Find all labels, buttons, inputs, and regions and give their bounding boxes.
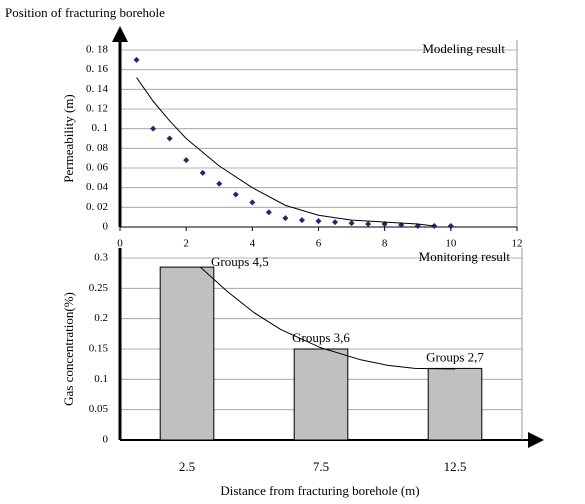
- x-tick-label: 7.5: [313, 459, 329, 474]
- y-tick-label: 0.2: [94, 312, 108, 324]
- point: [166, 135, 173, 142]
- trend-line: [136, 77, 435, 227]
- x-tick-label: 2: [183, 238, 189, 250]
- point: [199, 169, 206, 176]
- y-axis-label: Permeability (m): [61, 94, 76, 182]
- y-tick-label: 0. 18: [86, 44, 109, 56]
- y-axis-label: Gas concentration(%): [61, 292, 76, 406]
- y-tick-label: 0. 14: [86, 83, 109, 95]
- point: [265, 209, 272, 216]
- point: [183, 157, 190, 164]
- x-axis-label: Distance from fracturing borehole (m): [220, 483, 419, 498]
- x-tick-label: 10: [445, 238, 457, 250]
- point: [133, 56, 140, 63]
- point: [315, 218, 322, 225]
- point: [348, 220, 355, 227]
- point: [447, 223, 454, 230]
- y-tick-label: 0. 1: [92, 122, 109, 134]
- x-tick-label: 6: [316, 238, 322, 250]
- x-tick-label: 0: [117, 238, 123, 250]
- chart-title: Position of fracturing borehole: [5, 5, 165, 20]
- y-tick-label: 0. 08: [86, 142, 109, 154]
- x-tick-label: 8: [382, 238, 388, 250]
- y-tick-label: 0.25: [89, 282, 109, 294]
- x-tick-label: 12: [512, 238, 523, 250]
- x-tick-label: 4: [250, 238, 256, 250]
- bar: [293, 348, 349, 441]
- x-tick-label: 2.5: [179, 459, 195, 474]
- y-tick-label: 0.15: [89, 343, 109, 355]
- x-tick-label: 12.5: [444, 459, 467, 474]
- y-tick-label: 0.3: [94, 252, 108, 264]
- bar-label: Groups 4,5: [211, 254, 269, 269]
- annotation: Monitoring result: [419, 249, 511, 264]
- point: [249, 199, 256, 206]
- y-tick-label: 0. 04: [86, 181, 109, 193]
- point: [365, 221, 372, 228]
- bar: [159, 266, 215, 441]
- y-tick-label: 0. 06: [86, 162, 109, 174]
- y-tick-label: 0. 16: [86, 63, 109, 75]
- y-tick-label: 0.1: [94, 373, 108, 385]
- point: [216, 180, 223, 187]
- point: [282, 215, 289, 222]
- y-tick-label: 0. 02: [86, 201, 108, 213]
- point: [332, 219, 339, 226]
- bar-label: Groups 2,7: [426, 349, 484, 364]
- annotation: Modeling result: [422, 41, 505, 56]
- y-tick-label: 0.05: [89, 403, 109, 415]
- y-tick-label: 0. 12: [86, 103, 108, 115]
- bar-label: Groups 3,6: [292, 330, 350, 345]
- bar: [427, 367, 483, 441]
- point: [150, 125, 157, 132]
- point: [298, 217, 305, 224]
- trend-line: [200, 266, 456, 370]
- y-tick-label: 0: [103, 221, 109, 233]
- point: [232, 191, 239, 198]
- y-tick-label: 0: [103, 434, 109, 446]
